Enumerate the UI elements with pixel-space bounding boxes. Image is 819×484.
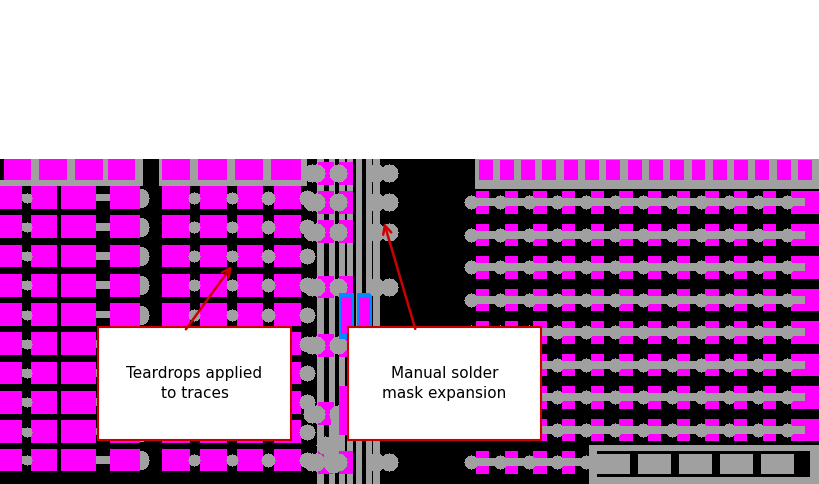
FancyBboxPatch shape [98, 327, 291, 440]
Text: Teardrops applied
to traces: Teardrops applied to traces [126, 366, 263, 401]
FancyBboxPatch shape [348, 327, 541, 440]
Text: Manual solder
mask expansion: Manual solder mask expansion [382, 366, 506, 401]
